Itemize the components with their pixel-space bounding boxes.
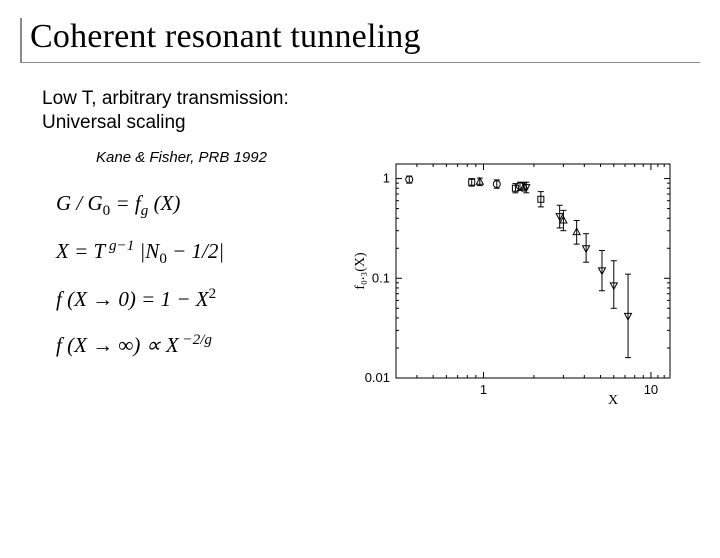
- eq1-rhs-arg: (X): [148, 191, 180, 215]
- page-title: Coherent resonant tunneling: [30, 18, 700, 56]
- svg-text:10: 10: [644, 382, 658, 397]
- eq1-lhs: G / G: [56, 191, 103, 215]
- eq4-lhs: f (X → ∞) ∝ X: [56, 333, 179, 357]
- body-line-2: Universal scaling: [42, 111, 720, 135]
- eq2-tail: − 1/2|: [167, 239, 224, 263]
- eq3-sup: 2: [209, 286, 217, 302]
- eq2-mid: |N: [134, 239, 159, 263]
- body-line-1: Low T, arbitrary transmission:: [42, 87, 720, 111]
- svg-text:0.01: 0.01: [365, 370, 390, 385]
- eq3-lhs: f (X → 0) = 1 − X: [56, 287, 209, 311]
- svg-text:f₀.₃(X): f₀.₃(X): [353, 252, 368, 290]
- svg-text:1: 1: [383, 171, 390, 186]
- title-container: Coherent resonant tunneling: [20, 18, 700, 63]
- slide: Coherent resonant tunneling Low T, arbit…: [0, 18, 720, 558]
- svg-text:0.1: 0.1: [372, 270, 390, 285]
- eq2-nsub: 0: [159, 251, 167, 267]
- eq2-sup: g−1: [105, 238, 134, 254]
- eq2-lhs: X = T: [56, 239, 105, 263]
- eq4-sup: −2/g: [179, 332, 212, 348]
- body-text: Low T, arbitrary transmission: Universal…: [42, 87, 720, 135]
- eq1-rhs-fn: = f: [110, 191, 141, 215]
- svg-text:1: 1: [480, 382, 487, 397]
- scaling-chart: 1 10 0.01 0.1 1 Xf₀.₃(X): [350, 158, 678, 408]
- svg-text:X: X: [608, 393, 618, 408]
